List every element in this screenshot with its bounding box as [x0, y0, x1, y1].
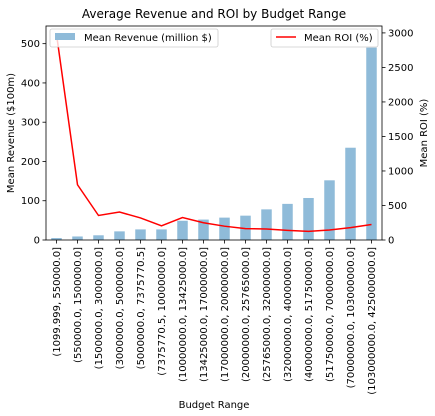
- chart-title: Average Revenue and ROI by Budget Range: [82, 7, 346, 21]
- x-tick-label: (550000.0, 1500000.0]: [73, 247, 84, 363]
- revenue-bar: [93, 235, 104, 240]
- x-tick-label: (17000000.0, 20000000.0]: [220, 247, 231, 382]
- right-tick-label: 3000: [388, 28, 413, 39]
- x-tick-label: (10000000.0, 13425000.0]: [178, 247, 189, 382]
- legend-revenue-swatch: [55, 33, 75, 40]
- bars-layer: [51, 48, 377, 240]
- x-tick-label: (51750000.0, 70000000.0]: [325, 247, 336, 382]
- left-axis-label: Mean Revenue ($100m): [6, 73, 17, 193]
- left-tick-label: 300: [21, 118, 40, 129]
- revenue-bar: [282, 204, 293, 240]
- x-tick-label: (20000000.0, 25765000.0]: [241, 247, 252, 382]
- revenue-bar: [261, 209, 272, 240]
- legend-roi-label: Mean ROI (%): [304, 33, 373, 44]
- revenue-bar: [303, 198, 314, 240]
- x-tick-label: (32000000.0, 40000000.0]: [283, 247, 294, 382]
- x-tick-label: (70000000.0, 103000000.0]: [346, 247, 357, 389]
- left-tick-label: 500: [21, 39, 40, 50]
- x-tick-label: (1500000.0, 3000000.0]: [94, 247, 105, 369]
- right-axis-label: Mean ROI (%): [419, 99, 430, 168]
- x-tick-label: (1099.999, 550000.0]: [52, 247, 63, 357]
- revenue-bar: [114, 231, 125, 240]
- right-tick-label: 1500: [388, 132, 413, 143]
- x-tick-label: (40000000.0, 51750000.0]: [304, 247, 315, 382]
- x-tick-label: (13425000.0, 17000000.0]: [199, 247, 210, 382]
- x-tick-label: (5000000.0, 7375770.5]: [136, 247, 147, 369]
- right-tick-label: 2500: [388, 63, 413, 74]
- x-tick-label: (3000000.0, 5000000.0]: [115, 247, 126, 369]
- x-tick-label: (103000000.0, 425000000.0]: [367, 247, 378, 395]
- right-tick-label: 500: [388, 201, 407, 212]
- right-tick-label: 2000: [388, 97, 413, 108]
- revenue-bar: [177, 221, 188, 240]
- legend-roi: Mean ROI (%): [271, 29, 378, 47]
- left-tick-label: 100: [21, 196, 40, 207]
- right-axis: 0 500 1000 1500 2000 2500 3000: [382, 28, 413, 246]
- x-axis: (1099.999, 550000.0] (550000.0, 1500000.0…: [52, 240, 378, 395]
- left-tick-label: 0: [34, 236, 40, 247]
- x-axis-label: Budget Range: [179, 400, 250, 411]
- legend-revenue-label: Mean Revenue (million $): [84, 33, 212, 44]
- revenue-bar: [345, 148, 356, 240]
- x-tick-label: (25765000.0, 32000000.0]: [262, 247, 273, 382]
- right-tick-label: 1000: [388, 166, 413, 177]
- left-tick-label: 200: [21, 157, 40, 168]
- legend-revenue: Mean Revenue (million $): [50, 29, 218, 47]
- revenue-bar: [156, 229, 167, 240]
- x-tick-label: (7375770.5, 10000000.0]: [157, 247, 168, 376]
- revenue-bar: [324, 180, 335, 240]
- revenue-bar: [366, 48, 377, 240]
- right-tick-label: 0: [388, 236, 394, 247]
- left-tick-label: 400: [21, 78, 40, 89]
- revenue-bar: [219, 218, 230, 240]
- revenue-bar: [135, 229, 146, 240]
- left-axis: 0 100 200 300 400 500: [21, 39, 46, 246]
- revenue-bar: [72, 236, 83, 240]
